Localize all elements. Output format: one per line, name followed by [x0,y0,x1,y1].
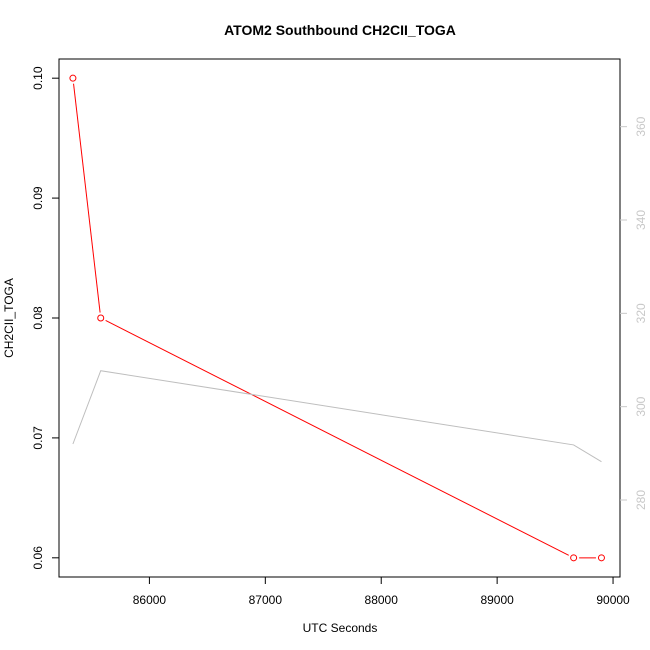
y2-tick-label: 340 [634,210,648,230]
y2-tick-label: 320 [634,303,648,323]
y2-tick-label: 280 [634,490,648,510]
x-tick-label: 90000 [596,593,630,607]
y-tick-label: 0.10 [31,66,45,90]
y-tick-label: 0.08 [31,306,45,330]
x-tick-label: 88000 [365,593,399,607]
x-axis-label: UTC Seconds [303,621,378,635]
y-axis-label: CH2CII_TOGA [2,278,16,358]
y-tick-label: 0.06 [31,546,45,570]
x-tick-label: 86000 [133,593,167,607]
axes-group: 86000 87000 88000 89000 90000 0.06 0.07 0.08 0.0… [31,66,648,607]
series-1-segment [105,320,569,556]
y2-tick-label: 360 [634,116,648,136]
series-1-point [597,554,605,562]
y2-tick-label: 300 [634,396,648,416]
y-tick-label: 0.07 [31,426,45,450]
series-1-point [97,314,105,322]
plot-frame [58,58,621,578]
series-layer [69,74,605,562]
series-1-point [69,74,77,82]
chart-title: ATOM2 Southbound CH2CII_TOGA [224,22,456,38]
series-1-segment [73,83,101,313]
series-1-point [570,554,578,562]
series-2-line [72,370,602,463]
y-tick-label: 0.09 [31,186,45,210]
x-tick-label: 89000 [480,593,514,607]
x-tick-label: 87000 [249,593,283,607]
